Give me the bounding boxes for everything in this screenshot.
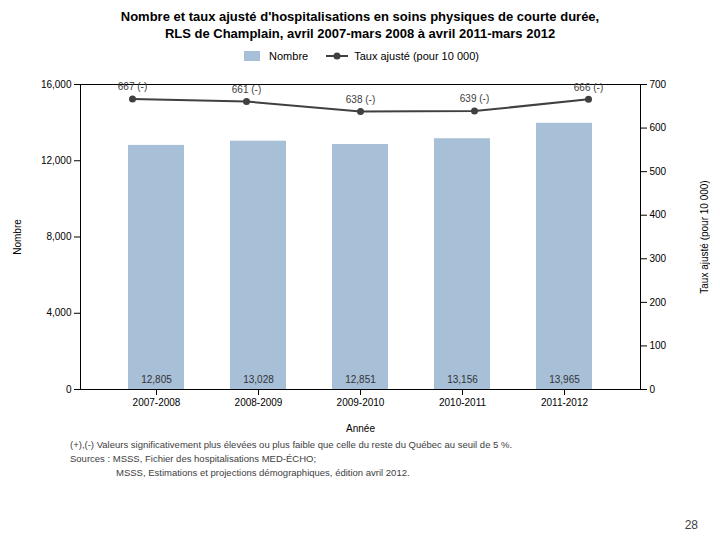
svg-text:300: 300 — [650, 253, 667, 264]
html-text:Taux ajusté (pour 10 000): Taux ajusté (pour 10 000) — [354, 50, 479, 62]
svg-text:600: 600 — [650, 122, 667, 133]
svg-text:200: 200 — [650, 297, 667, 308]
svg-text:2009-2010: 2009-2010 — [337, 397, 385, 408]
svg-text:2011-2012: 2011-2012 — [541, 397, 589, 408]
svg-text:Année: Année — [346, 423, 375, 434]
svg-text:500: 500 — [650, 166, 667, 177]
html-text:(+),(-) Valeurs significativem: (+),(-) Valeurs significativement plus é… — [70, 439, 513, 450]
html-text:28: 28 — [684, 518, 698, 532]
svg-text:2010-2011: 2010-2011 — [439, 397, 487, 408]
html-text:Sources : MSSS, Fichier des ho: Sources : MSSS, Fichier des hospitalisat… — [70, 453, 316, 464]
svg-text:8,000: 8,000 — [46, 231, 71, 242]
svg-text:Nombre: Nombre — [12, 219, 23, 255]
svg-text:13,028: 13,028 — [243, 374, 274, 385]
svg-text:666 (-): 666 (-) — [574, 82, 603, 93]
svg-text:13,965: 13,965 — [549, 374, 580, 385]
svg-text:667 (-): 667 (-) — [118, 81, 147, 92]
svg-text:16,000: 16,000 — [41, 79, 72, 90]
svg-text:2007-2008: 2007-2008 — [133, 397, 181, 408]
svg-text:638 (-): 638 (-) — [346, 94, 375, 105]
svg-text:639 (-): 639 (-) — [460, 93, 489, 104]
svg-text:100: 100 — [650, 340, 667, 351]
svg-text:Taux ajusté (pour 10 000): Taux ajusté (pour 10 000) — [699, 180, 710, 293]
html-text:RLS de Champlain, avril 2007-m: RLS de Champlain, avril 2007-mars 2008 à… — [164, 26, 556, 41]
svg-text:0: 0 — [650, 384, 656, 395]
svg-text:4,000: 4,000 — [46, 307, 71, 318]
svg-text:2008-2009: 2008-2009 — [235, 397, 283, 408]
svg-text:12,851: 12,851 — [345, 374, 376, 385]
html-text:MSSS, Estimations et projectio: MSSS, Estimations et projections démogra… — [116, 467, 410, 478]
html-text:Nombre: Nombre — [269, 50, 309, 62]
svg-text:12,805: 12,805 — [141, 374, 172, 385]
svg-text:661 (-): 661 (-) — [232, 84, 261, 95]
svg-text:0: 0 — [66, 384, 72, 395]
html-text:Nombre et taux ajusté d'hospit: Nombre et taux ajusté d'hospitalisations… — [120, 9, 600, 24]
svg-text:12,000: 12,000 — [41, 155, 72, 166]
svg-text:400: 400 — [650, 209, 667, 220]
svg-text:700: 700 — [650, 79, 667, 90]
svg-text:13,156: 13,156 — [447, 374, 478, 385]
